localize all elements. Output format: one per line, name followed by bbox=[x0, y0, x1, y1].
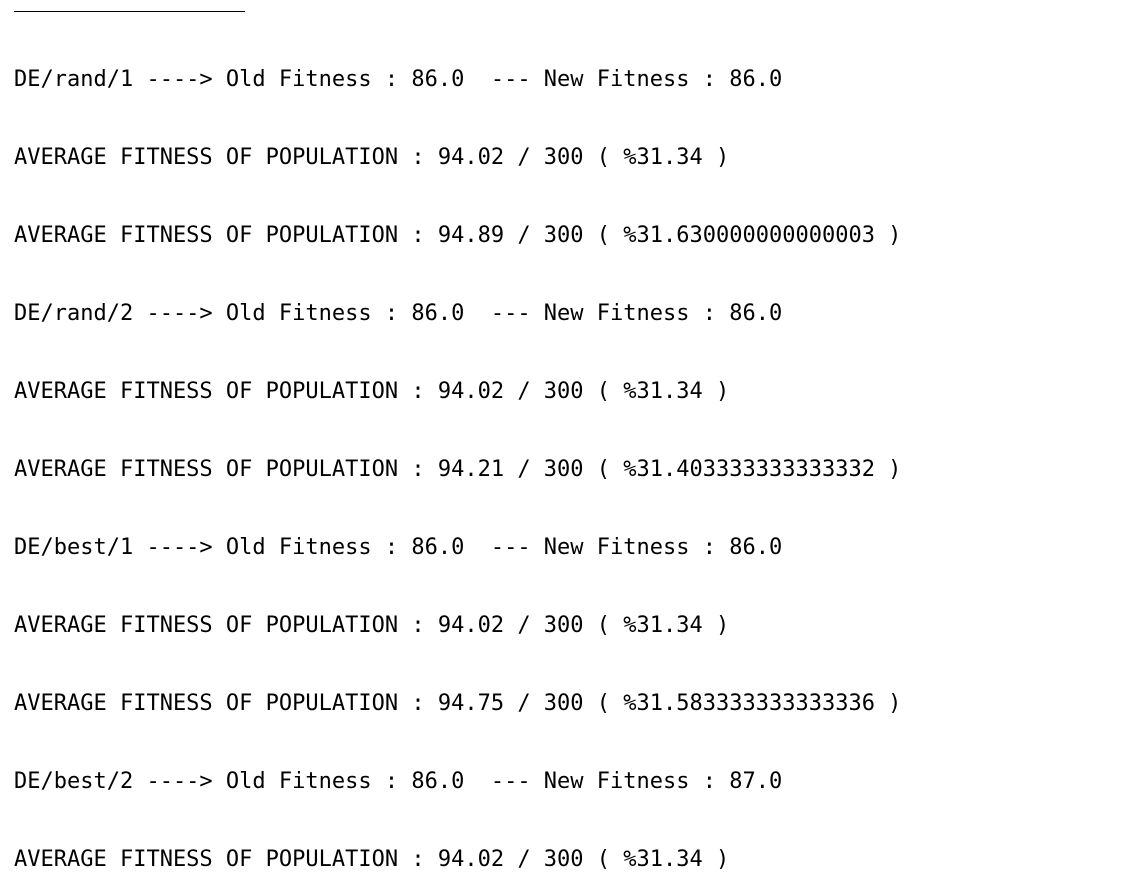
output-lines: DE/rand/1 ----> Old Fitness : 86.0 --- N… bbox=[14, 16, 928, 892]
output-line: DE/rand/2 ----> Old Fitness : 86.0 --- N… bbox=[14, 301, 783, 326]
output-line: AVERAGE FITNESS OF POPULATION : 94.02 / … bbox=[14, 145, 730, 170]
output-line: AVERAGE FITNESS OF POPULATION : 94.02 / … bbox=[14, 847, 730, 872]
output-line: AVERAGE FITNESS OF POPULATION : 94.02 / … bbox=[14, 613, 730, 638]
output-line: DE/best/2 ----> Old Fitness : 86.0 --- N… bbox=[14, 769, 783, 794]
output-line: DE/best/1 ----> Old Fitness : 86.0 --- N… bbox=[14, 535, 783, 560]
output-line: DE/rand/1 ----> Old Fitness : 86.0 --- N… bbox=[14, 67, 783, 92]
output-line: AVERAGE FITNESS OF POPULATION : 94.75 / … bbox=[14, 691, 902, 716]
separator-rule bbox=[14, 11, 245, 12]
output-line: AVERAGE FITNESS OF POPULATION : 94.89 / … bbox=[14, 223, 902, 248]
terminal-output: DE/rand/1 ----> Old Fitness : 86.0 --- N… bbox=[14, 0, 1130, 872]
output-line: AVERAGE FITNESS OF POPULATION : 94.21 / … bbox=[14, 457, 902, 482]
output-line: AVERAGE FITNESS OF POPULATION : 94.02 / … bbox=[14, 379, 730, 404]
